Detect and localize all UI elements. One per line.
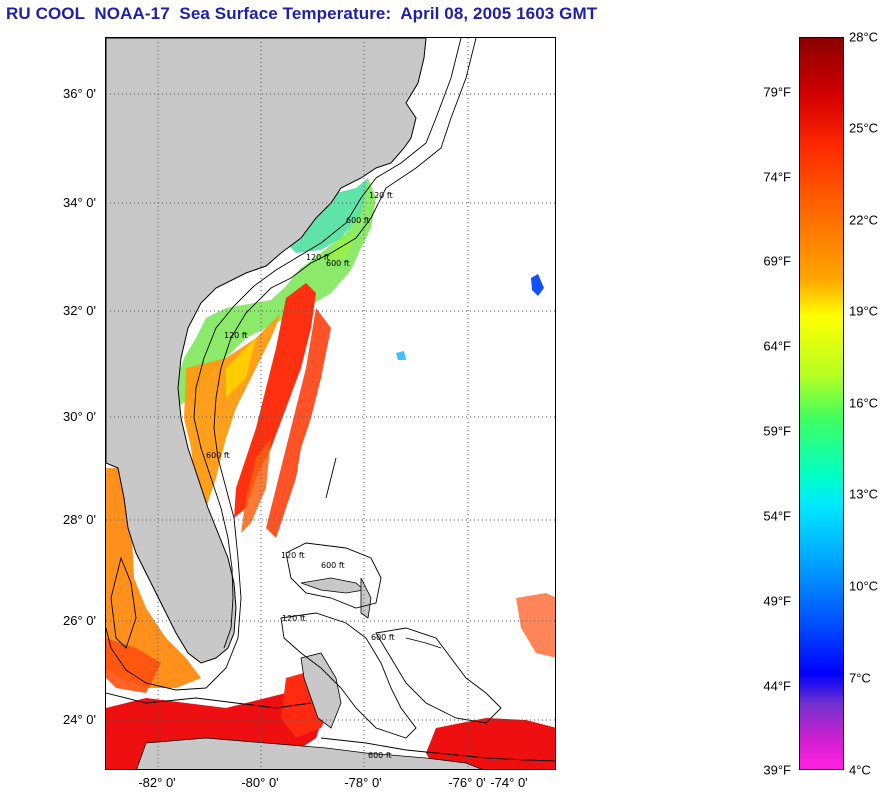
isobath-label: 120 ft	[281, 551, 305, 560]
temperature-colorbar	[799, 37, 844, 770]
longitude-label: -78° 0'	[344, 775, 382, 790]
isobath-label: 120 ft	[282, 614, 306, 623]
isobath-label: 600 ft	[346, 216, 370, 225]
colorbar-celsius-label: 22°C	[849, 212, 879, 228]
isobath-label: 600 ft	[326, 259, 350, 268]
isobath-label: 120 ft	[369, 191, 393, 200]
latitude-label: 26° 0'	[63, 613, 96, 628]
land	[106, 38, 483, 769]
colorbar-fahrenheit-label: 79°F	[763, 84, 791, 100]
colorbar-fahrenheit-label: 49°F	[763, 593, 791, 609]
colorbar-fahrenheit-label: 64°F	[763, 338, 791, 354]
map-title: RU COOL NOAA-17 Sea Surface Temperature:…	[6, 4, 598, 23]
latitude-label: 34° 0'	[63, 195, 96, 210]
colorbar-celsius-label: 13°C	[849, 486, 879, 502]
colorbar-celsius-label: 19°C	[849, 303, 879, 319]
colorbar-fahrenheit-label: 74°F	[763, 169, 791, 185]
longitude-label: -74° 0'	[490, 775, 528, 790]
colorbar-celsius-label: 4°C	[849, 762, 871, 778]
longitude-label: -80° 0'	[241, 775, 279, 790]
colorbar-fahrenheit-label: 69°F	[763, 253, 791, 269]
colorbar-fahrenheit-label: 44°F	[763, 678, 791, 694]
latitude-label: 28° 0'	[63, 512, 96, 527]
isobath-label: 600 ft	[206, 451, 230, 460]
longitude-label: -82° 0'	[138, 775, 176, 790]
colorbar-fahrenheit-label: 54°F	[763, 508, 791, 524]
sst-map: 120 ft 600 ft 120 ft 600 ft 120 ft 600 f…	[105, 37, 556, 770]
isobaths	[106, 38, 555, 762]
isobath-labels: 120 ft 600 ft 120 ft 600 ft 120 ft 600 f…	[206, 191, 395, 760]
latitude-label: 36° 0'	[63, 86, 96, 101]
colorbar-celsius-label: 10°C	[849, 578, 879, 594]
isobath-label: 600 ft	[371, 633, 395, 642]
colorbar-celsius-label: 7°C	[849, 670, 871, 686]
colorbar-celsius-label: 28°C	[849, 29, 879, 45]
latitude-label: 24° 0'	[63, 712, 96, 727]
colorbar-celsius-label: 16°C	[849, 395, 879, 411]
isobath-label: 120 ft	[224, 331, 248, 340]
colorbar-fahrenheit-label: 59°F	[763, 423, 791, 439]
isobath-label: 120 ft	[306, 253, 330, 262]
colorbar-celsius-label: 25°C	[849, 120, 879, 136]
latitude-label: 32° 0'	[63, 303, 96, 318]
longitude-label: -76° 0'	[448, 775, 486, 790]
sst-map-canvas: 120 ft 600 ft 120 ft 600 ft 120 ft 600 f…	[106, 38, 555, 769]
latitude-label: 30° 0'	[63, 409, 96, 424]
isobath-label: 600 ft	[321, 561, 345, 570]
colorbar-fahrenheit-label: 39°F	[763, 762, 791, 778]
isobath-label: 600 ft	[368, 751, 392, 760]
